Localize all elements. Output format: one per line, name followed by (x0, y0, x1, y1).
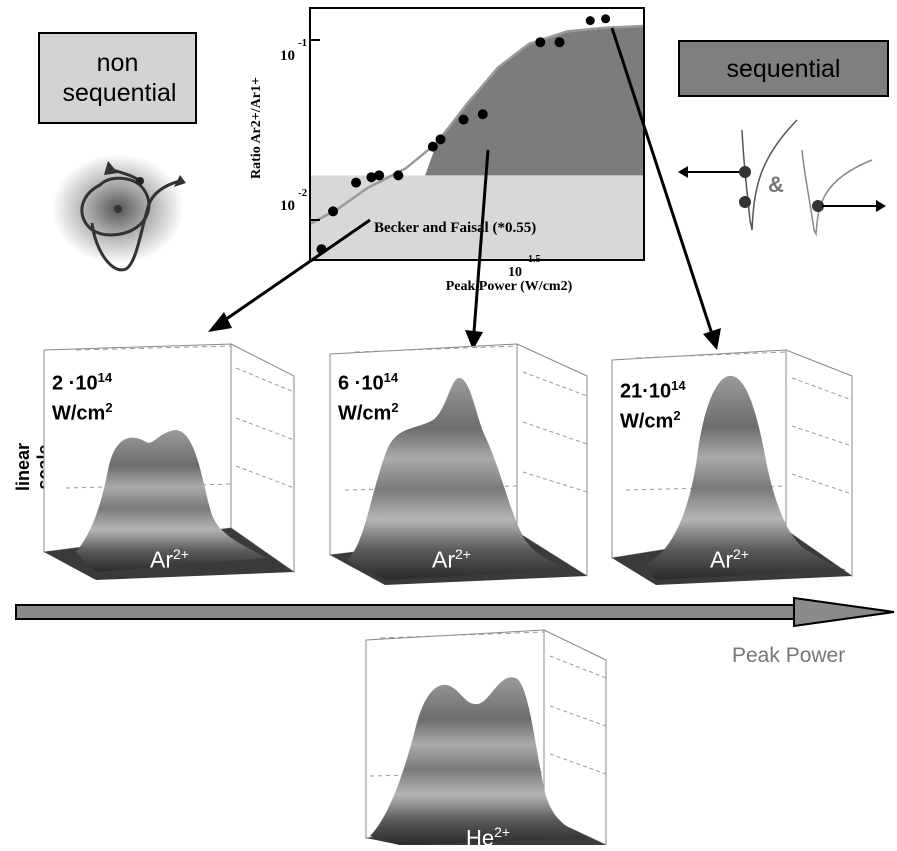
panel-2-ion: Ar2+ (432, 546, 471, 573)
data-point (554, 37, 565, 48)
electron-dot (136, 177, 144, 185)
non-sequential-label: non sequential (38, 32, 197, 124)
spectrum-panel-4 (365, 629, 607, 845)
sequential-region (425, 26, 644, 176)
panel-3-intensity: 21·1014 W/cm2 (620, 378, 686, 433)
panel-4-ion: He2+ (466, 824, 511, 851)
connector-arrows (208, 27, 721, 350)
peak-power-arrow (15, 596, 895, 628)
electron-upper (739, 166, 751, 178)
data-point (458, 114, 469, 125)
trajectory-arrowhead (174, 175, 186, 187)
y-tick-lower: 10 (280, 198, 295, 214)
electron-right (812, 200, 824, 212)
data-point (374, 170, 385, 181)
data-point (535, 37, 546, 48)
electron-trajectory (90, 179, 181, 272)
potential-curve-1 (741, 119, 798, 231)
chart-annotation: Becker and Faisal (*0.55) (374, 220, 536, 236)
data-point (351, 177, 362, 188)
y-tick-upper: 10 (280, 48, 295, 64)
panel-2-intensity: 6 ·1014 W/cm2 (338, 370, 399, 425)
panel-3-ion: Ar2+ (710, 546, 749, 573)
left-arrowhead (678, 166, 688, 178)
nucleus-dot (114, 205, 122, 213)
potential-well-illustration: & (678, 119, 886, 237)
non-sequential-text: non sequential (62, 49, 177, 107)
data-point (585, 16, 595, 26)
data-point (328, 206, 339, 217)
y-tick-lower-exp: -2 (298, 187, 308, 199)
electron-lower (739, 196, 751, 208)
spectrum-panel-1 (43, 343, 295, 580)
sequential-text: sequential (726, 54, 841, 83)
ylabel-text: Ratio Ar2+/Ar1+ (249, 77, 264, 179)
data-point (435, 134, 446, 145)
potential-curve-2 (801, 149, 873, 237)
peak-surface (646, 375, 846, 580)
y-tick-upper-exp: -1 (298, 37, 307, 49)
peak-surface (347, 377, 575, 580)
spectrum-panel-3 (611, 349, 853, 585)
arrowhead-panel-3 (703, 328, 721, 350)
x-tick-label: 10 (508, 265, 522, 280)
plot-frame (309, 7, 645, 261)
arrowhead-panel-2 (465, 330, 483, 350)
data-point (393, 170, 404, 181)
electron-orbit (80, 176, 151, 237)
linear-scale-label: linear scale (13, 442, 54, 492)
rescattering-orbit-illustration (52, 154, 186, 272)
ampersand: & (768, 172, 784, 197)
peak-surface (76, 430, 266, 572)
theory-curve (309, 24, 645, 226)
data-point (477, 109, 488, 120)
x-tick-label-exp: 1.5 (528, 254, 541, 265)
panel-1-ion: Ar2+ (150, 546, 189, 573)
peak-power-label: Peak Power (732, 644, 846, 667)
data-point (427, 141, 438, 152)
ratio-chart: Becker and Faisal (*0.55) Ratio Ar2+/Ar1… (249, 7, 645, 294)
data-point (601, 14, 611, 24)
right-arrowhead (876, 200, 886, 212)
panel-1-intensity: 2 ·1014 W/cm2 (52, 370, 113, 425)
spectrum-panel-2 (329, 343, 588, 585)
sequential-label: sequential (678, 40, 889, 97)
peak-surface (370, 677, 590, 845)
arrowhead-panel-1 (208, 312, 232, 332)
data-point (366, 172, 377, 183)
